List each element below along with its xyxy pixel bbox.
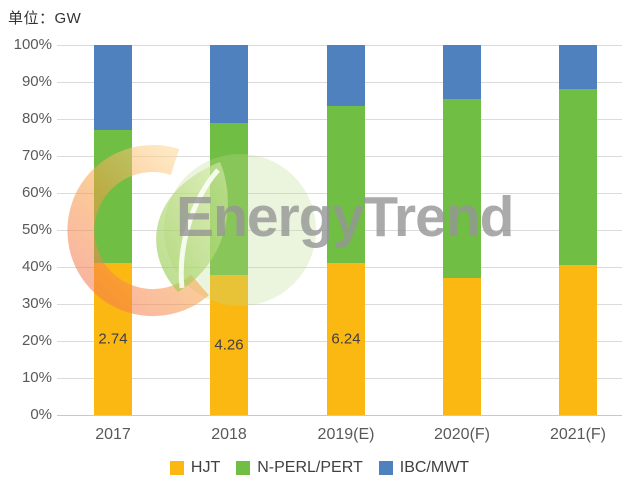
bar-data-label: 6.24 xyxy=(331,330,361,348)
y-axis-label: 100% xyxy=(13,36,52,53)
legend: HJT N-PERL/PERT IBC/MWT xyxy=(0,459,639,477)
y-axis-label: 10% xyxy=(21,369,52,386)
bar-segment-n-perl-pert xyxy=(327,106,365,263)
y-axis-label: 70% xyxy=(21,147,52,164)
legend-swatch-n-perl-pert xyxy=(236,461,251,475)
legend-swatch-ibc-mwt xyxy=(378,461,393,475)
y-axis-label: 60% xyxy=(21,184,52,201)
legend-item-hjt: HJT xyxy=(169,459,221,477)
bar-segment-hjt xyxy=(443,278,481,415)
bar-segment-n-perl-pert xyxy=(210,123,248,275)
y-axis-label: 30% xyxy=(21,295,52,312)
legend-item-ibc-mwt: IBC/MWT xyxy=(378,459,470,477)
y-axis-label: 40% xyxy=(21,258,52,275)
y-axis-label: 80% xyxy=(21,110,52,127)
y-axis-label: 90% xyxy=(21,73,52,90)
bar-data-label: 4.26 xyxy=(214,336,244,354)
unit-label: 单位：GW xyxy=(8,10,82,27)
y-axis-label: 50% xyxy=(21,221,52,238)
bar-data-label: 2.74 xyxy=(98,330,128,348)
legend-swatch-hjt xyxy=(169,461,184,475)
bar-segment-ibc-mwt xyxy=(210,45,248,123)
x-axis-label: 2019(E) xyxy=(317,426,375,443)
legend-label: HJT xyxy=(190,459,221,476)
bar-segment-ibc-mwt xyxy=(443,45,481,99)
bar-segment-ibc-mwt xyxy=(327,45,365,106)
y-axis-label: 0% xyxy=(30,406,52,423)
y-axis-label: 20% xyxy=(21,332,52,349)
bar-segment-n-perl-pert xyxy=(443,99,481,278)
bar-segment-n-perl-pert xyxy=(559,89,597,265)
bar-segment-hjt xyxy=(327,263,365,415)
bar-segment-ibc-mwt xyxy=(94,45,132,130)
bar-segment-hjt xyxy=(210,274,248,415)
legend-item-n-perl-pert: N-PERL/PERT xyxy=(236,459,363,477)
x-axis-label: 2018 xyxy=(211,426,247,443)
bar-segment-hjt xyxy=(559,265,597,415)
x-axis-label: 2021(F) xyxy=(549,426,607,443)
x-axis-label: 2020(F) xyxy=(433,426,491,443)
gridline xyxy=(57,415,622,416)
legend-label: N-PERL/PERT xyxy=(257,459,363,476)
bar-segment-n-perl-pert xyxy=(94,130,132,263)
x-axis-label: 2017 xyxy=(95,426,131,443)
bar-segment-ibc-mwt xyxy=(559,45,597,89)
legend-label: IBC/MWT xyxy=(399,459,470,476)
